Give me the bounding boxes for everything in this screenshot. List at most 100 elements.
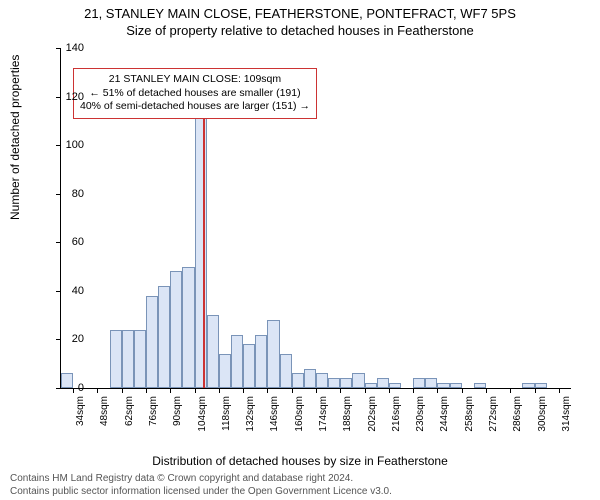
histogram-bar — [365, 383, 377, 388]
ytick-mark — [56, 242, 61, 243]
xtick-mark — [365, 388, 366, 393]
histogram-bar — [522, 383, 534, 388]
ytick-mark — [56, 291, 61, 292]
xtick-mark — [316, 388, 317, 393]
xtick-label: 188sqm — [342, 396, 353, 432]
property-marker-line — [203, 72, 205, 388]
histogram-bar — [170, 271, 182, 388]
x-axis-label: Distribution of detached houses by size … — [0, 454, 600, 468]
xtick-mark — [510, 388, 511, 393]
xtick-mark — [97, 388, 98, 393]
xtick-label: 244sqm — [439, 396, 450, 432]
histogram-bar — [182, 267, 194, 388]
xtick-label: 118sqm — [221, 396, 232, 431]
histogram-bar — [158, 286, 170, 388]
xtick-mark — [559, 388, 560, 393]
xtick-mark — [413, 388, 414, 393]
histogram-bar — [146, 296, 158, 388]
y-axis-label: Number of detached properties — [8, 55, 22, 220]
ytick-label: 140 — [66, 42, 84, 54]
ytick-label: 100 — [66, 139, 84, 151]
xtick-label: 230sqm — [415, 396, 426, 432]
ytick-label: 120 — [66, 91, 84, 103]
xtick-label: 48sqm — [99, 396, 110, 426]
xtick-label: 132sqm — [245, 396, 256, 432]
histogram-bar — [231, 335, 243, 388]
xtick-mark — [146, 388, 147, 393]
xtick-label: 286sqm — [512, 396, 523, 432]
histogram-bar — [122, 330, 134, 388]
histogram-bar — [437, 383, 449, 388]
histogram-bar — [474, 383, 486, 388]
xtick-mark — [243, 388, 244, 393]
histogram-bar — [267, 320, 279, 388]
annotation-line3: 40% of semi-detached houses are larger (… — [80, 100, 310, 114]
histogram-bar — [207, 315, 219, 388]
histogram-bar — [255, 335, 267, 388]
histogram-bar — [195, 97, 207, 388]
xtick-label: 300sqm — [537, 396, 548, 432]
histogram-bar — [61, 373, 73, 388]
xtick-mark — [437, 388, 438, 393]
xtick-mark — [73, 388, 74, 393]
xtick-label: 272sqm — [488, 396, 499, 432]
ytick-label: 60 — [72, 236, 84, 248]
ytick-mark — [56, 97, 61, 98]
annotation-line2: ← 51% of detached houses are smaller (19… — [80, 87, 310, 101]
chart-area: 21 STANLEY MAIN CLOSE: 109sqm ← 51% of d… — [60, 48, 570, 418]
annotation-line1: 21 STANLEY MAIN CLOSE: 109sqm — [80, 73, 310, 87]
histogram-bar — [134, 330, 146, 388]
ytick-label: 0 — [78, 382, 84, 394]
xtick-mark — [486, 388, 487, 393]
ytick-label: 80 — [72, 188, 84, 200]
ytick-mark — [56, 48, 61, 49]
footer-line2: Contains public sector information licen… — [10, 486, 392, 499]
histogram-bar — [425, 378, 437, 388]
histogram-bar — [535, 383, 547, 388]
ytick-mark — [56, 145, 61, 146]
xtick-label: 76sqm — [148, 396, 159, 426]
xtick-mark — [462, 388, 463, 393]
xtick-label: 202sqm — [367, 396, 378, 432]
xtick-label: 104sqm — [197, 396, 208, 432]
xtick-mark — [195, 388, 196, 393]
histogram-bar — [219, 354, 231, 388]
xtick-mark — [219, 388, 220, 393]
histogram-bar — [280, 354, 292, 388]
histogram-bar — [340, 378, 352, 388]
xtick-mark — [122, 388, 123, 393]
xtick-mark — [535, 388, 536, 393]
footer-line1: Contains HM Land Registry data © Crown c… — [10, 473, 392, 486]
xtick-label: 216sqm — [391, 396, 402, 432]
xtick-mark — [292, 388, 293, 393]
xtick-mark — [267, 388, 268, 393]
ytick-label: 40 — [72, 285, 84, 297]
page-title-address: 21, STANLEY MAIN CLOSE, FEATHERSTONE, PO… — [0, 6, 600, 21]
histogram-bar — [377, 378, 389, 388]
histogram-bar — [110, 330, 122, 388]
histogram-bar — [413, 378, 425, 388]
xtick-label: 160sqm — [294, 396, 305, 432]
xtick-label: 90sqm — [172, 396, 183, 426]
histogram-bar — [352, 373, 364, 388]
histogram-bar — [328, 378, 340, 388]
histogram-bar — [389, 383, 401, 388]
xtick-label: 34sqm — [75, 396, 86, 426]
histogram-bar — [292, 373, 304, 388]
xtick-label: 314sqm — [561, 396, 572, 432]
histogram-bar — [304, 369, 316, 388]
histogram-bar — [450, 383, 462, 388]
histogram-bar — [243, 344, 255, 388]
ytick-mark — [56, 339, 61, 340]
histogram-plot: 21 STANLEY MAIN CLOSE: 109sqm ← 51% of d… — [60, 48, 571, 389]
annotation-box: 21 STANLEY MAIN CLOSE: 109sqm ← 51% of d… — [73, 68, 317, 119]
page-title-sub: Size of property relative to detached ho… — [0, 23, 600, 38]
xtick-label: 146sqm — [269, 396, 280, 432]
histogram-bar — [316, 373, 328, 388]
footer-attribution: Contains HM Land Registry data © Crown c… — [10, 473, 392, 498]
xtick-mark — [170, 388, 171, 393]
xtick-label: 62sqm — [124, 396, 135, 426]
ytick-mark — [56, 388, 61, 389]
xtick-mark — [389, 388, 390, 393]
xtick-label: 174sqm — [318, 396, 329, 432]
